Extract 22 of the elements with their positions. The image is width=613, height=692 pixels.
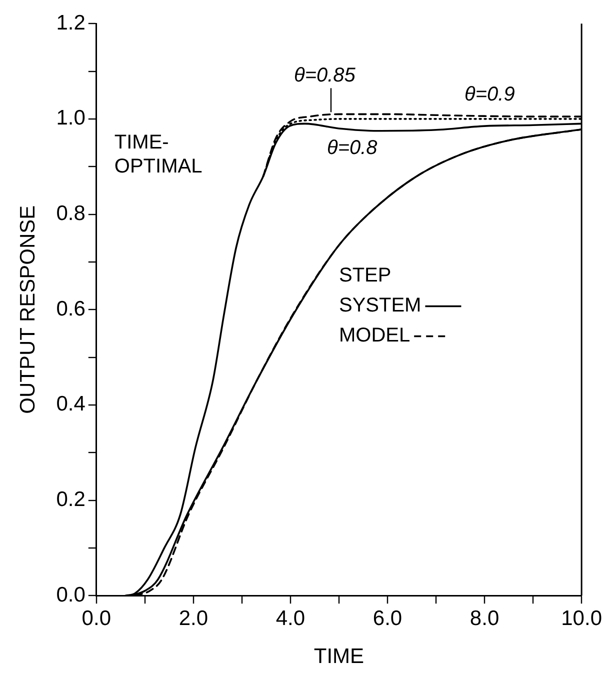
y-tick-label: 0.8 <box>56 202 86 226</box>
annotation: TIME-OPTIMAL <box>114 131 202 178</box>
x-tick-label: 6.0 <box>372 606 402 630</box>
y-axis-title: OUTPUT RESPONSE <box>16 205 40 414</box>
x-tick-label: 10.0 <box>561 606 602 630</box>
legend-label: MODEL <box>338 324 410 347</box>
x-tick-label: 4.0 <box>276 606 306 630</box>
series-label: θ=0.9 <box>464 83 515 106</box>
series-label: θ=0.8 <box>326 137 378 160</box>
x-tick-label: 8.0 <box>470 606 500 630</box>
y-tick-label: 0.6 <box>56 297 86 320</box>
x-tick-label: 0.0 <box>82 606 111 630</box>
series-label: θ=0.85 <box>294 64 356 87</box>
y-tick-label: 0.2 <box>56 488 86 512</box>
y-tick-label: 0.4 <box>56 392 86 416</box>
x-tick-label: 2.0 <box>178 606 208 630</box>
y-tick-label: 1.0 <box>56 106 86 130</box>
legend-label: SYSTEM <box>338 294 422 317</box>
legend-title: STEP <box>338 264 392 287</box>
y-tick-label: 1.2 <box>56 11 86 34</box>
y-tick-label: 0.0 <box>56 583 86 606</box>
x-axis-title: TIME <box>314 645 364 668</box>
